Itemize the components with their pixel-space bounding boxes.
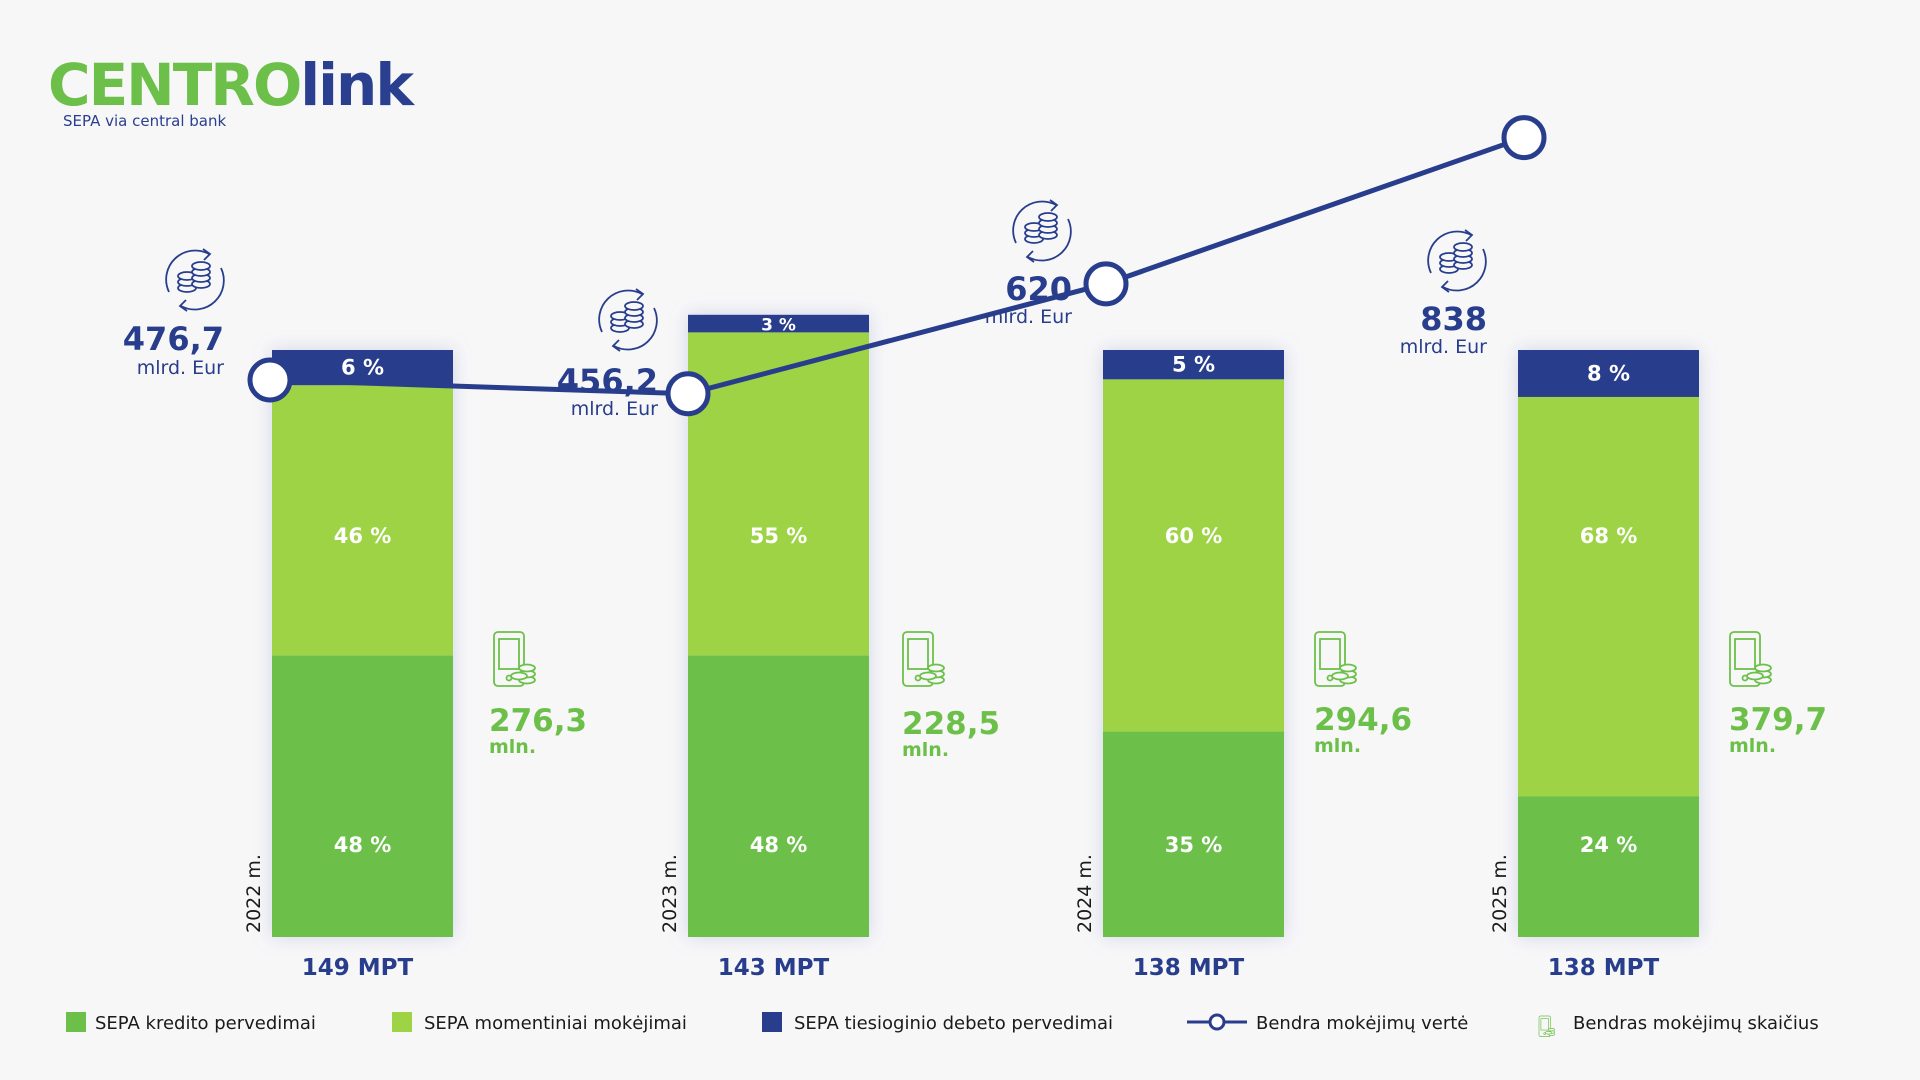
logo-brand-link: link [300,51,414,119]
bar-segment-instant [272,385,453,656]
bar-label-credit: 48 % [750,833,808,857]
logo: CENTROlink SEPA via central bank [48,40,414,135]
coins-cycle-icon [1427,229,1487,293]
total-count-unit: mln. [902,739,949,761]
legend-label-debit: SEPA tiesioginio debeto pervedimai [794,1013,1113,1034]
bar-segment-instant [688,332,869,656]
participants-label: 149 MPT [302,955,414,981]
total-value-label: 476,7 [123,320,224,358]
legend-label-credit: SEPA kredito pervedimai [95,1013,316,1034]
legend-marker-value [1208,1013,1226,1031]
total-count-label: 294,6 [1314,702,1412,738]
bar-label-credit: 48 % [334,833,392,857]
phone-payment-icon [1314,631,1357,687]
coins-cycle-icon [165,248,225,312]
bar-segment-credit [272,655,453,937]
coins-cycle-icon [598,288,658,352]
logo-tagline: SEPA via central bank [63,112,227,130]
bar-label-credit: 35 % [1165,833,1223,857]
legend-label-value: Bendra mokėjimų vertė [1256,1013,1468,1034]
bar-segment-debit [1103,350,1284,380]
bar-label-debit: 6 % [341,356,384,380]
bar-label-debit: 5 % [1172,353,1215,377]
total-count-unit: mln. [1729,735,1776,757]
total-value-point [1083,261,1129,307]
bar-segment-credit [1103,731,1284,937]
total-value-unit: mlrd. Eur [1400,336,1487,358]
logo-brand-centro: CENTRO [48,51,302,119]
phone-payment-icon [902,631,945,687]
bar-segment-credit [1518,796,1699,937]
bar-label-instant: 55 % [750,524,808,548]
total-value-unit: mlrd. Eur [571,398,658,420]
year-label: 2025 m. [1489,854,1511,933]
bar-label-credit: 24 % [1580,833,1638,857]
legend-swatch-debit [762,1012,782,1032]
bar-label-instant: 68 % [1580,524,1638,548]
total-value-point [665,371,711,417]
total-value-label: 456,2 [557,362,658,400]
total-count-unit: mln. [1314,735,1361,757]
bar-segment-instant [1103,379,1284,732]
legend-swatch-instant [392,1012,412,1032]
legend-swatch-credit [66,1012,86,1032]
total-count-label: 276,3 [489,703,587,739]
total-value-label: 620 [1005,270,1072,308]
bar-label-debit: 3 % [761,316,796,336]
year-label: 2023 m. [659,854,681,933]
bar-label-debit: 8 % [1587,361,1630,385]
total-count-label: 379,7 [1729,702,1827,738]
bar-segment-instant [1518,396,1699,797]
legend-label-count: Bendras mokėjimų skaičius [1573,1013,1819,1034]
bar-label-instant: 46 % [334,524,392,548]
year-label: 2022 m. [243,854,265,933]
phone-payment-icon [1729,631,1772,687]
total-value-point [247,357,293,403]
coins-cycle-icon [1012,199,1072,263]
participants-label: 138 MPT [1133,955,1245,981]
year-label: 2024 m. [1074,854,1096,933]
total-count-unit: mln. [489,736,536,758]
legend-label-instant: SEPA momentiniai mokėjimai [424,1013,687,1034]
participants-label: 138 MPT [1548,955,1660,981]
total-value-line [269,135,1525,397]
total-value-unit: mlrd. Eur [137,357,224,379]
phone-payment-icon [493,631,536,687]
bar-segment-credit [688,655,869,937]
total-value-point [1501,115,1547,161]
total-count-label: 228,5 [902,706,1000,742]
bar-segment-debit [688,314,869,333]
total-value-unit: mlrd. Eur [985,306,1072,328]
participants-label: 143 MPT [718,955,830,981]
total-value-label: 838 [1420,300,1487,338]
phone-payment-icon [1538,1015,1555,1037]
bar-label-instant: 60 % [1165,524,1223,548]
bar-segment-debit [1518,350,1699,397]
